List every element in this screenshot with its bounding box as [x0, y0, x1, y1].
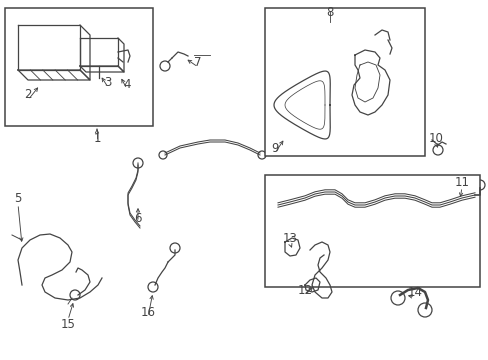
Text: 8: 8 [325, 5, 333, 18]
Text: 6: 6 [134, 211, 142, 225]
Text: 10: 10 [427, 131, 443, 144]
Text: 4: 4 [123, 77, 130, 90]
Bar [5, 8, 153, 126]
Bar [264, 8, 424, 156]
Text: 5: 5 [14, 192, 21, 204]
Text: 3: 3 [104, 76, 111, 89]
Text: 9: 9 [271, 141, 278, 154]
Text: 12: 12 [297, 284, 312, 297]
Text: 2: 2 [24, 89, 32, 102]
Text: 7: 7 [194, 55, 202, 68]
Bar [264, 175, 479, 287]
Text: 13: 13 [282, 231, 297, 244]
Text: 14: 14 [407, 285, 422, 298]
Text: 16: 16 [140, 306, 155, 319]
Text: 11: 11 [453, 175, 468, 189]
Text: 1: 1 [93, 131, 101, 144]
Text: 15: 15 [61, 319, 75, 332]
